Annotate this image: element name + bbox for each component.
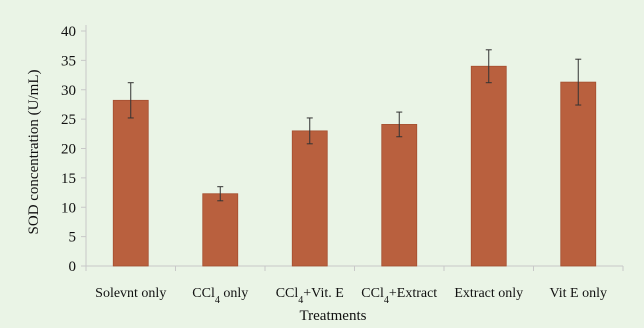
x-axis: Solevnt only CCl4 only CCl4+Vit. E CCl4+Ext…: [85, 265, 624, 306]
x-tick-label: Solevnt only: [95, 286, 166, 301]
y-tick-label: 25: [61, 112, 76, 128]
y-axis: 0 5 10 15 20 25 30 35 40: [61, 24, 87, 275]
y-tick-label: 0: [69, 259, 77, 275]
error-bars: [127, 49, 582, 202]
x-tick-label: Extract only: [454, 286, 523, 301]
y-axis-title: SOD concentration (U/mL): [26, 70, 42, 235]
y-tick-label: 15: [61, 171, 76, 187]
bars: [112, 65, 597, 267]
y-tick-label: 10: [61, 200, 76, 216]
y-tick-label: 40: [61, 24, 76, 40]
bar: [291, 130, 328, 267]
x-tick-label: Vit E only: [550, 286, 608, 301]
x-tick-label: CCl4 only: [192, 286, 248, 306]
bar: [470, 65, 507, 267]
y-tick-label: 5: [69, 230, 77, 246]
x-tick-label: CCl4+Extract: [361, 286, 437, 306]
x-tick-label: CCl4+Vit. E: [276, 286, 344, 306]
bar: [381, 124, 418, 267]
bar: [112, 99, 149, 267]
x-axis-title: Treatments: [300, 308, 367, 324]
y-tick-label: 35: [61, 53, 76, 69]
bar: [202, 193, 239, 267]
y-tick-label: 30: [61, 83, 76, 99]
y-tick-label: 20: [61, 142, 76, 158]
bar: [560, 81, 597, 267]
